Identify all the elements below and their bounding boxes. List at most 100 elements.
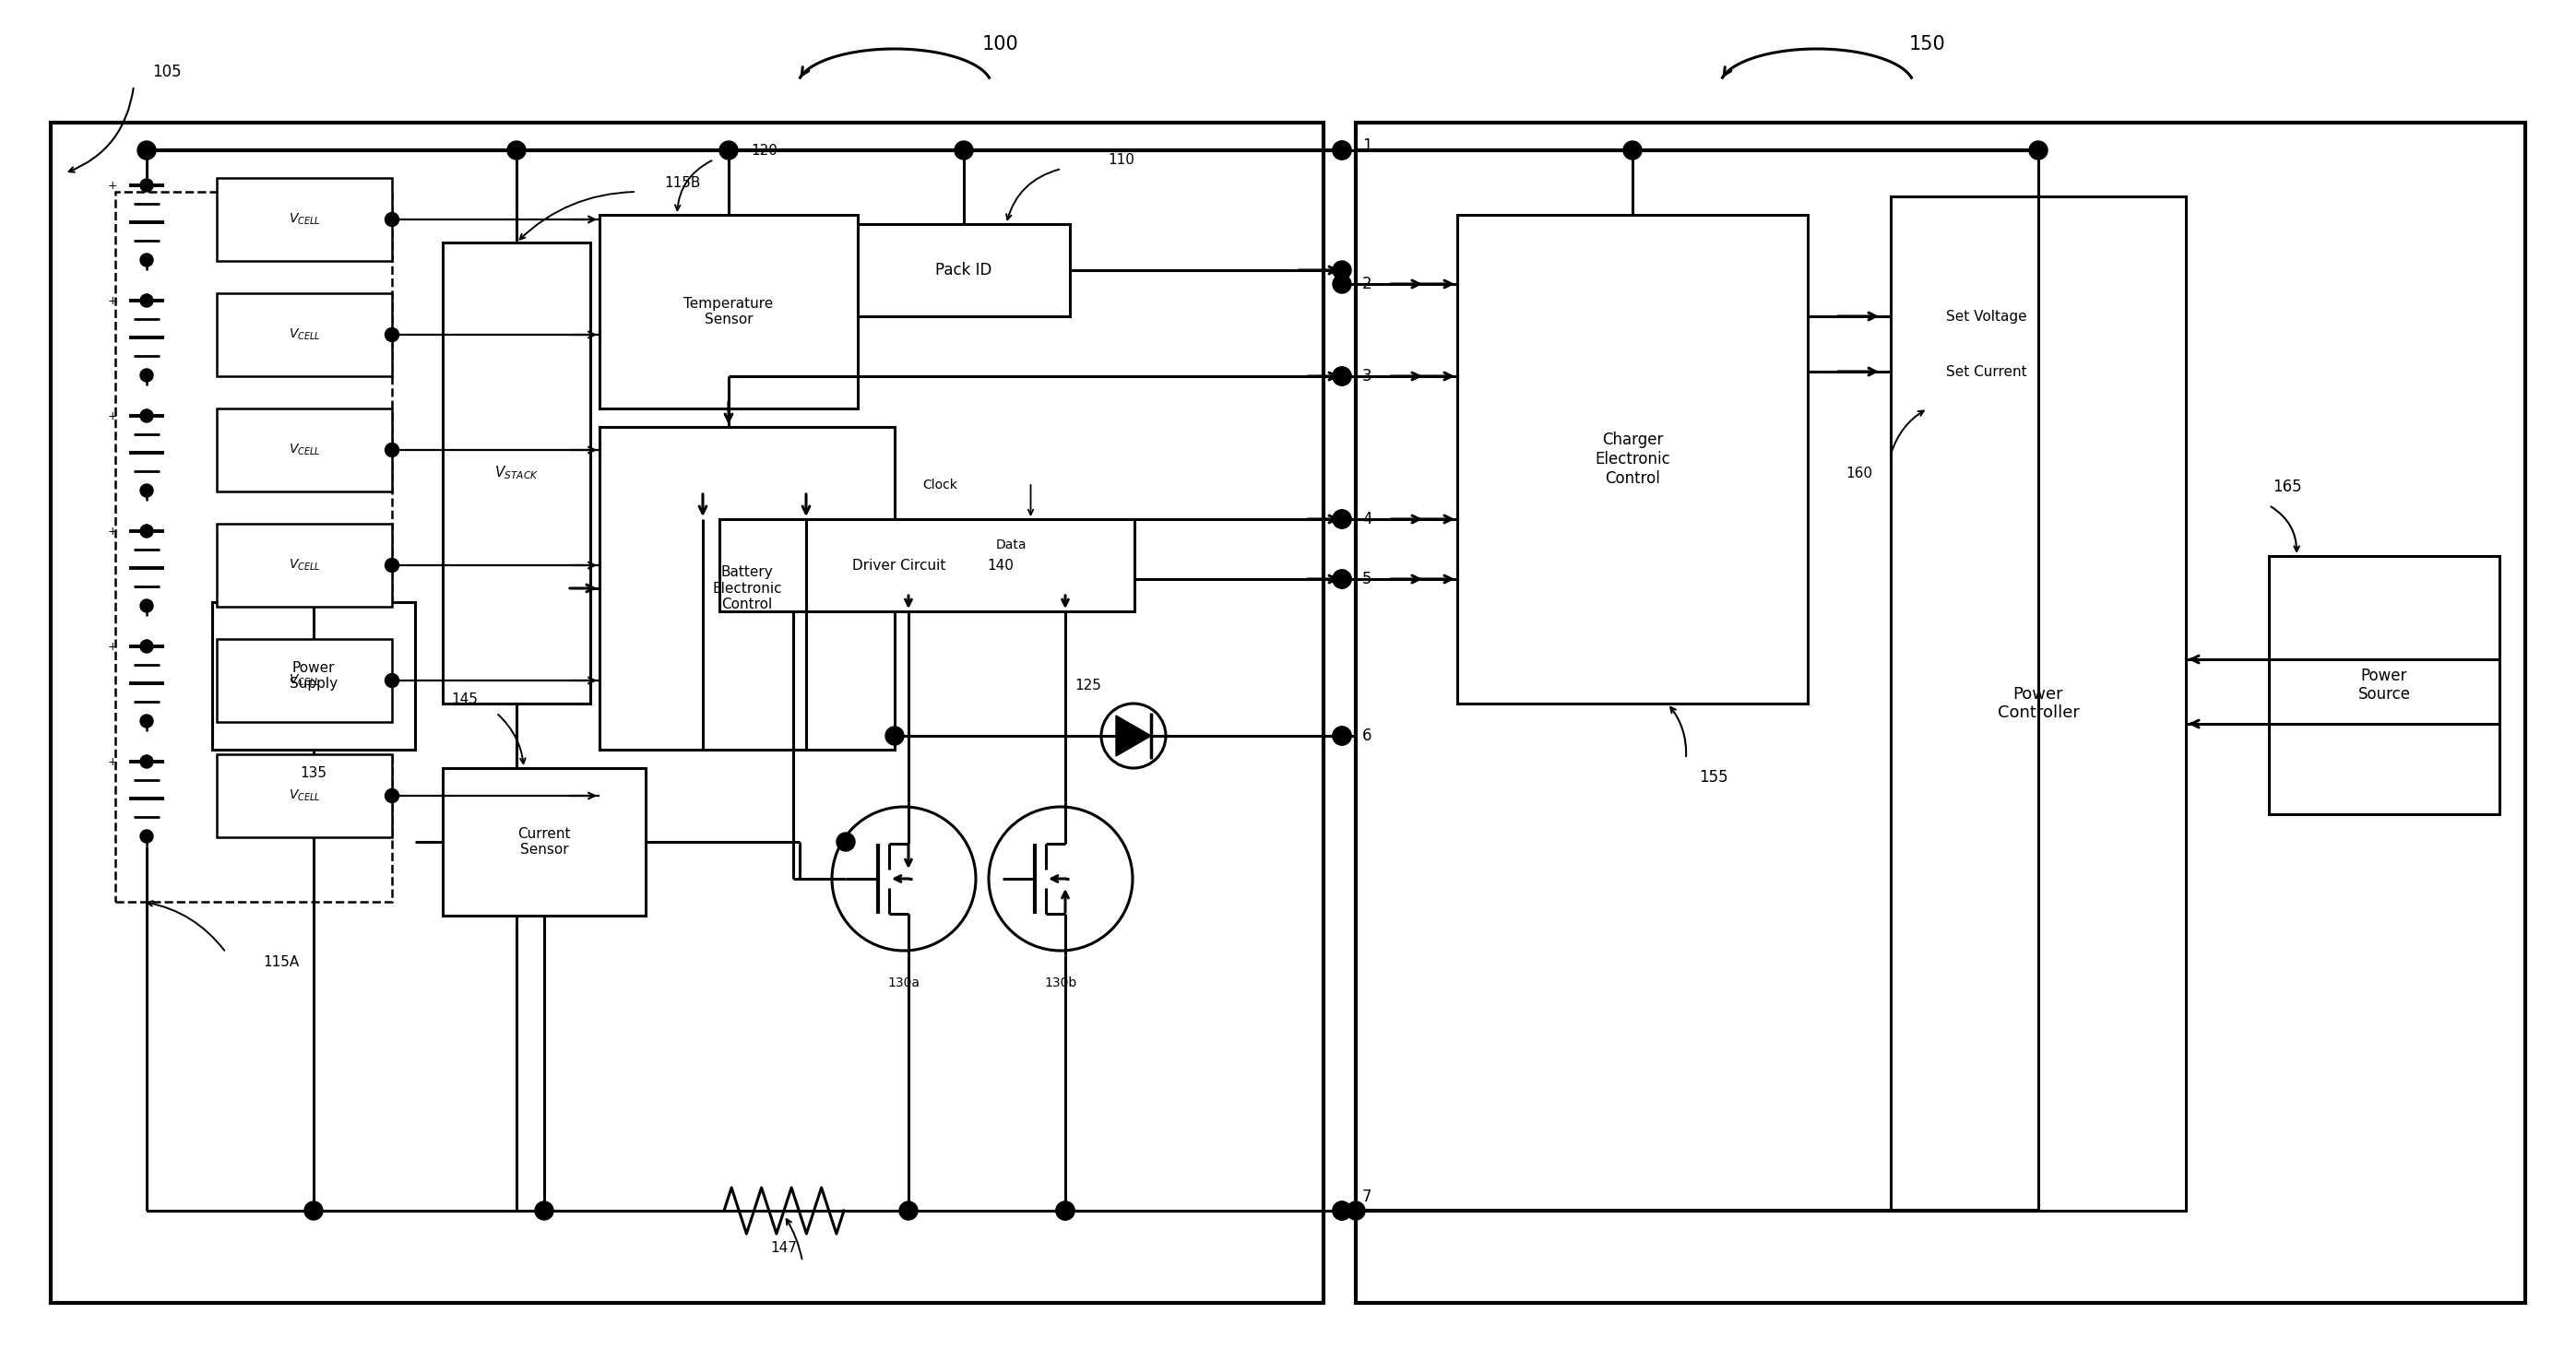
Text: 130a: 130a xyxy=(889,977,920,989)
Text: $V_{CELL}$: $V_{CELL}$ xyxy=(289,673,319,688)
Text: 147: 147 xyxy=(770,1241,799,1255)
Circle shape xyxy=(139,830,152,843)
Bar xyxy=(858,224,1069,316)
Circle shape xyxy=(139,368,152,382)
Text: 110: 110 xyxy=(1108,152,1133,166)
Text: $V_{CELL}$: $V_{CELL}$ xyxy=(289,788,319,803)
Bar xyxy=(1891,197,2187,1210)
Bar xyxy=(2269,556,2499,815)
Circle shape xyxy=(384,673,399,688)
Circle shape xyxy=(2030,142,2048,159)
Circle shape xyxy=(1056,1202,1074,1219)
Circle shape xyxy=(1332,260,1352,279)
Bar xyxy=(443,243,590,704)
Text: 120: 120 xyxy=(750,143,778,158)
Text: $V_{CELL}$: $V_{CELL}$ xyxy=(289,328,319,343)
Circle shape xyxy=(384,442,399,457)
Text: 7: 7 xyxy=(1363,1188,1373,1205)
Text: Data: Data xyxy=(997,538,1028,552)
Circle shape xyxy=(507,142,526,159)
Text: 115B: 115B xyxy=(665,175,701,189)
Text: $V_{CELL}$: $V_{CELL}$ xyxy=(289,442,319,457)
Text: Power
Source: Power Source xyxy=(2357,668,2411,703)
Bar xyxy=(1355,123,2524,1303)
Text: $V_{CELL}$: $V_{CELL}$ xyxy=(289,557,319,573)
Bar xyxy=(1458,214,1808,704)
Text: 125: 125 xyxy=(1074,679,1103,692)
Circle shape xyxy=(1332,727,1352,745)
Circle shape xyxy=(139,484,152,496)
Text: 130b: 130b xyxy=(1043,977,1077,989)
Circle shape xyxy=(1332,510,1352,529)
Circle shape xyxy=(137,142,157,159)
Bar xyxy=(216,293,392,376)
Circle shape xyxy=(1623,142,1641,159)
Text: +: + xyxy=(108,641,118,653)
Circle shape xyxy=(1332,142,1352,159)
Circle shape xyxy=(1332,569,1352,588)
Bar xyxy=(116,192,392,901)
Circle shape xyxy=(1332,275,1352,293)
Circle shape xyxy=(1056,1202,1074,1219)
Bar xyxy=(216,178,392,260)
Text: 5: 5 xyxy=(1363,571,1373,587)
Circle shape xyxy=(719,142,737,159)
Circle shape xyxy=(1332,510,1352,529)
Bar xyxy=(719,722,1218,1036)
Text: 135: 135 xyxy=(301,766,327,780)
Text: Driver Circuit: Driver Circuit xyxy=(853,558,945,572)
Text: $V_{STACK}$: $V_{STACK}$ xyxy=(495,464,538,482)
Bar xyxy=(52,123,1324,1303)
Bar xyxy=(216,523,392,607)
Bar xyxy=(443,768,647,916)
Circle shape xyxy=(1332,727,1352,745)
Text: 145: 145 xyxy=(451,692,477,706)
Bar xyxy=(600,426,894,750)
Circle shape xyxy=(1332,569,1352,588)
Circle shape xyxy=(886,727,904,745)
Circle shape xyxy=(1332,367,1352,386)
Text: +: + xyxy=(108,525,118,537)
Bar xyxy=(216,754,392,838)
Text: +: + xyxy=(108,755,118,768)
Text: 6: 6 xyxy=(1363,727,1373,745)
Text: 1: 1 xyxy=(1363,138,1373,154)
Circle shape xyxy=(1332,1202,1352,1219)
Bar xyxy=(216,639,392,722)
Text: 140: 140 xyxy=(987,558,1015,572)
Text: 4: 4 xyxy=(1363,511,1373,527)
Text: Set Voltage: Set Voltage xyxy=(1945,309,2027,324)
Text: 155: 155 xyxy=(1700,769,1728,785)
Circle shape xyxy=(139,599,152,612)
Circle shape xyxy=(139,254,152,267)
Bar xyxy=(719,519,1133,611)
Text: 165: 165 xyxy=(2272,479,2303,495)
Text: +: + xyxy=(108,410,118,422)
Bar xyxy=(216,409,392,491)
Text: Charger
Electronic
Control: Charger Electronic Control xyxy=(1595,432,1669,487)
Circle shape xyxy=(956,142,974,159)
Text: Power
Supply: Power Supply xyxy=(289,661,337,691)
Circle shape xyxy=(139,755,152,768)
Circle shape xyxy=(384,328,399,341)
Circle shape xyxy=(384,213,399,227)
Text: Clock: Clock xyxy=(922,479,958,491)
Text: 100: 100 xyxy=(981,35,1020,54)
Circle shape xyxy=(1347,1202,1365,1219)
Bar xyxy=(600,214,858,409)
Text: Current
Sensor: Current Sensor xyxy=(518,827,572,857)
Circle shape xyxy=(139,409,152,422)
Circle shape xyxy=(536,1202,554,1219)
Text: +: + xyxy=(108,179,118,192)
Circle shape xyxy=(139,715,152,727)
Text: Power
Controller: Power Controller xyxy=(1996,685,2079,722)
Text: 150: 150 xyxy=(1909,35,1945,54)
Circle shape xyxy=(139,639,152,653)
Text: Pack ID: Pack ID xyxy=(935,262,992,278)
Circle shape xyxy=(384,789,399,803)
Text: 115A: 115A xyxy=(263,955,299,969)
Polygon shape xyxy=(1115,715,1151,755)
Text: Set Current: Set Current xyxy=(1945,364,2027,379)
Text: 2: 2 xyxy=(1363,275,1373,293)
Text: Battery
Electronic
Control: Battery Electronic Control xyxy=(711,565,783,611)
